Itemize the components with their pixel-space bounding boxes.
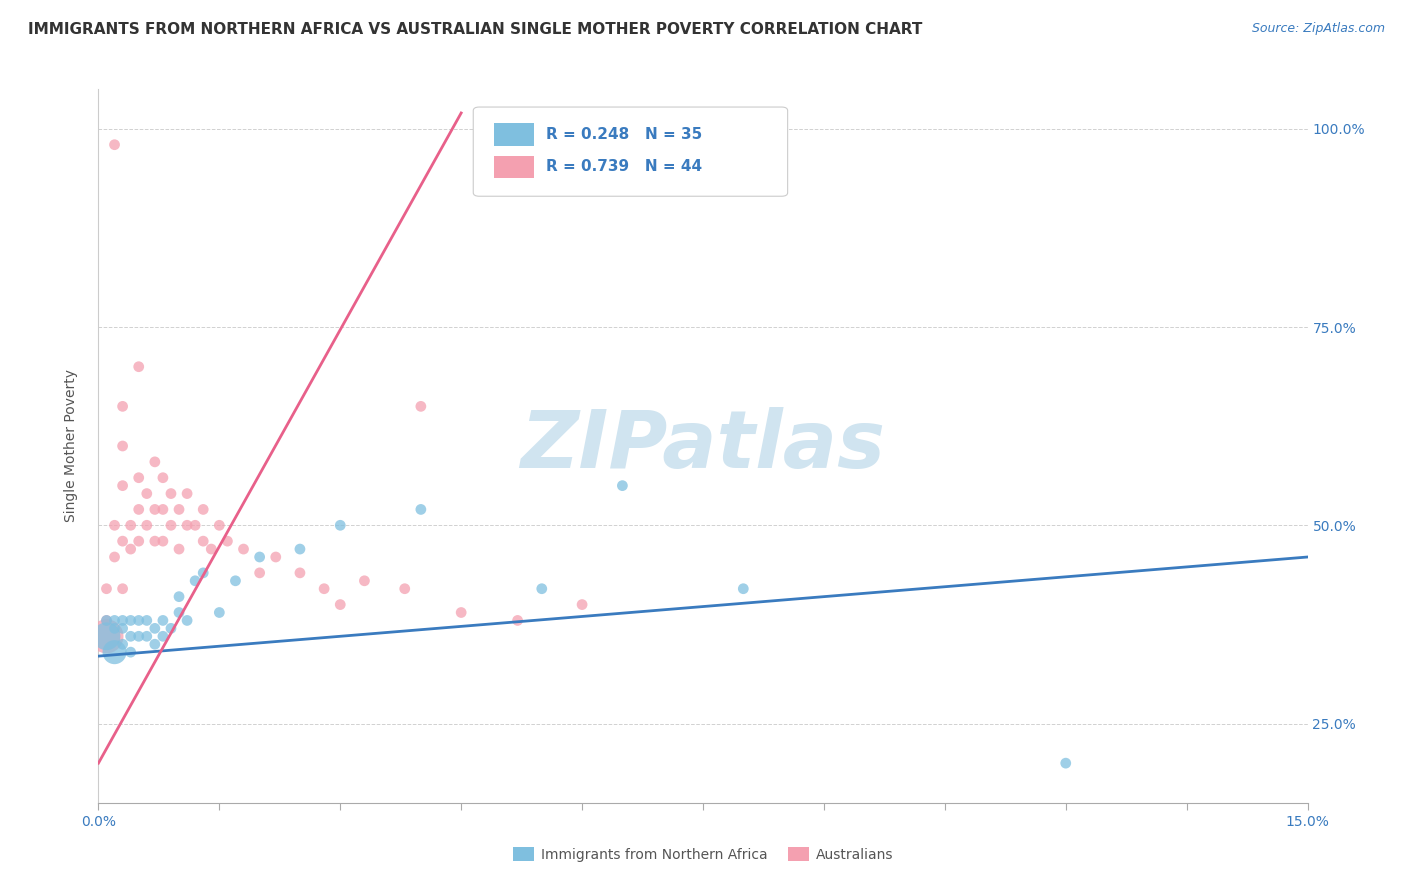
Point bbox=[176, 486, 198, 500]
Point bbox=[96, 614, 118, 628]
Point bbox=[224, 574, 246, 588]
Point bbox=[249, 566, 271, 580]
Point bbox=[329, 518, 352, 533]
Point bbox=[176, 614, 198, 628]
Point bbox=[571, 598, 593, 612]
Text: R = 0.739   N = 44: R = 0.739 N = 44 bbox=[546, 160, 702, 175]
Point bbox=[143, 637, 166, 651]
Text: IMMIGRANTS FROM NORTHERN AFRICA VS AUSTRALIAN SINGLE MOTHER POVERTY CORRELATION : IMMIGRANTS FROM NORTHERN AFRICA VS AUSTR… bbox=[28, 22, 922, 37]
Point bbox=[128, 359, 150, 374]
Point bbox=[193, 534, 215, 549]
Point bbox=[208, 518, 231, 533]
Point bbox=[143, 621, 166, 635]
Point bbox=[152, 629, 174, 643]
Point bbox=[111, 439, 134, 453]
Point bbox=[152, 534, 174, 549]
Point bbox=[733, 582, 755, 596]
Point bbox=[217, 534, 239, 549]
FancyBboxPatch shape bbox=[494, 123, 534, 146]
Point bbox=[120, 542, 142, 557]
Point bbox=[167, 502, 190, 516]
Point bbox=[143, 502, 166, 516]
Text: R = 0.248   N = 35: R = 0.248 N = 35 bbox=[546, 128, 702, 143]
Point bbox=[612, 478, 634, 492]
Point bbox=[167, 606, 190, 620]
Point bbox=[450, 606, 472, 620]
Point bbox=[394, 582, 416, 596]
Point bbox=[409, 400, 432, 414]
FancyBboxPatch shape bbox=[474, 107, 787, 196]
Point bbox=[288, 566, 311, 580]
Point bbox=[160, 621, 183, 635]
Point bbox=[184, 518, 207, 533]
Point bbox=[111, 614, 134, 628]
Point bbox=[232, 542, 254, 557]
Point bbox=[1054, 756, 1077, 771]
Point bbox=[160, 518, 183, 533]
Point bbox=[506, 614, 529, 628]
Point bbox=[353, 574, 375, 588]
Point bbox=[152, 502, 174, 516]
Point bbox=[96, 629, 118, 643]
Point bbox=[167, 590, 190, 604]
Point bbox=[103, 518, 125, 533]
Point bbox=[128, 629, 150, 643]
Point bbox=[103, 621, 125, 635]
Point bbox=[143, 455, 166, 469]
Point bbox=[184, 574, 207, 588]
Point bbox=[329, 598, 352, 612]
Point bbox=[176, 518, 198, 533]
Text: ZIPatlas: ZIPatlas bbox=[520, 407, 886, 485]
Point bbox=[120, 645, 142, 659]
Point bbox=[120, 629, 142, 643]
Point bbox=[530, 582, 553, 596]
Point bbox=[103, 614, 125, 628]
Point bbox=[264, 549, 287, 564]
Point bbox=[409, 502, 432, 516]
Point bbox=[208, 606, 231, 620]
Point bbox=[120, 614, 142, 628]
Point bbox=[193, 502, 215, 516]
Point bbox=[193, 566, 215, 580]
Point bbox=[111, 534, 134, 549]
Point bbox=[128, 614, 150, 628]
Point bbox=[152, 614, 174, 628]
Point bbox=[167, 542, 190, 557]
Legend: Immigrants from Northern Africa, Australians: Immigrants from Northern Africa, Austral… bbox=[508, 841, 898, 867]
Point bbox=[111, 582, 134, 596]
Point bbox=[96, 629, 118, 643]
Point bbox=[135, 629, 157, 643]
Point bbox=[135, 486, 157, 500]
Point bbox=[103, 137, 125, 152]
Point bbox=[135, 614, 157, 628]
Point bbox=[120, 518, 142, 533]
Point bbox=[160, 486, 183, 500]
Point bbox=[103, 549, 125, 564]
Point bbox=[111, 400, 134, 414]
Point bbox=[152, 471, 174, 485]
Point bbox=[111, 478, 134, 492]
Point bbox=[288, 542, 311, 557]
Point bbox=[111, 621, 134, 635]
Point bbox=[314, 582, 336, 596]
Point bbox=[249, 549, 271, 564]
Point bbox=[96, 582, 118, 596]
Point bbox=[111, 637, 134, 651]
Point bbox=[128, 471, 150, 485]
FancyBboxPatch shape bbox=[494, 155, 534, 178]
Point bbox=[128, 534, 150, 549]
Text: Source: ZipAtlas.com: Source: ZipAtlas.com bbox=[1251, 22, 1385, 36]
Y-axis label: Single Mother Poverty: Single Mother Poverty bbox=[63, 369, 77, 523]
Point bbox=[128, 502, 150, 516]
Point bbox=[143, 534, 166, 549]
Point bbox=[135, 518, 157, 533]
Point bbox=[103, 645, 125, 659]
Point bbox=[96, 614, 118, 628]
Point bbox=[200, 542, 222, 557]
